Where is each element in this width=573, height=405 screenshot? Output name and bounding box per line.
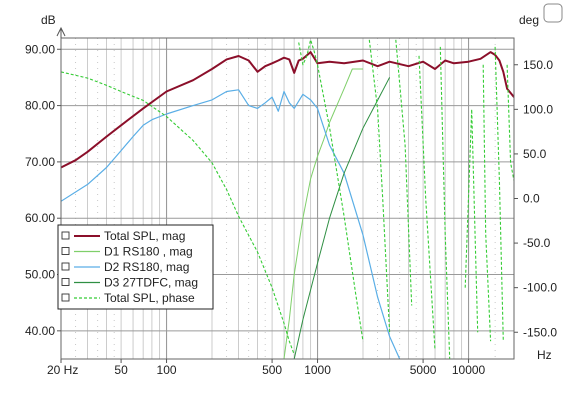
- x-axis-tick-label: 500: [262, 363, 282, 377]
- total-spl-phase-line: [61, 39, 514, 359]
- right-axis-tick-label: 150.0: [523, 58, 553, 72]
- right-axis-unit: deg: [519, 13, 539, 27]
- x-axis-unit: Hz: [537, 348, 552, 362]
- legend-checkbox: [61, 247, 70, 255]
- right-axis-tick-label: 50.0: [523, 147, 547, 161]
- x-axis-tick-label: 50: [114, 363, 128, 377]
- left-axis-tick-label: 40.00: [25, 324, 55, 338]
- d2-rs180-mag-line: [61, 89, 401, 359]
- legend-checkbox: [61, 231, 70, 240]
- corner-toggle-button[interactable]: [543, 3, 563, 23]
- left-axis-tick-label: 90.00: [25, 42, 55, 56]
- left-axis-tick-label: 70.00: [25, 155, 55, 169]
- right-axis-tick-label: -150.0: [523, 325, 557, 339]
- left-axis-tick-label: 60.00: [25, 211, 55, 225]
- d3-27tdfc-mag-line: [293, 77, 391, 359]
- left-axis-unit: dB: [41, 13, 56, 27]
- right-axis-tick-label: -100.0: [523, 281, 557, 295]
- x-axis-tick-label: 100: [157, 363, 177, 377]
- legend-label: D1 RS180 , mag: [104, 245, 193, 259]
- x-axis-tick-label: 10000: [452, 363, 486, 377]
- legend-checkbox: [61, 262, 70, 271]
- legend-label: Total SPL, mag: [104, 229, 185, 243]
- left-axis-tick-label: 80.00: [25, 99, 55, 113]
- x-axis-tick-label: 1000: [304, 363, 331, 377]
- total-spl-mag-line: [61, 51, 514, 169]
- right-axis-tick-label: -50.0: [523, 236, 551, 250]
- legend-label: D2 RS180, mag: [104, 260, 189, 274]
- x-axis-tick-label: 20 Hz: [47, 363, 78, 377]
- right-axis-tick-label: 0.0: [523, 192, 540, 206]
- d1-rs180-mag-line: [283, 68, 363, 359]
- legend-checkbox: [61, 278, 70, 286]
- right-axis-tick-label: 100.0: [523, 102, 553, 116]
- x-axis-tick-label: 5000: [410, 363, 437, 377]
- legend-checkbox: [61, 293, 70, 302]
- legend-label: D3 27TDFC, mag: [104, 276, 198, 290]
- left-axis-tick-label: 50.00: [25, 268, 55, 282]
- legend-label: Total SPL, phase: [104, 291, 195, 305]
